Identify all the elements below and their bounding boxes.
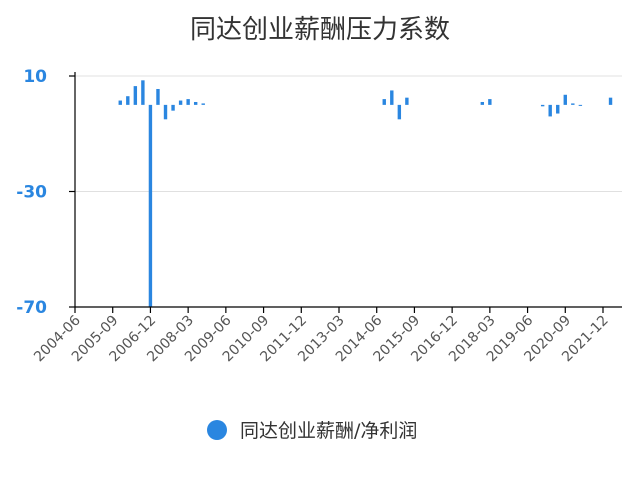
- bar-2005-12[interactable]: [118, 100, 122, 105]
- bar-2015-06[interactable]: [405, 97, 409, 105]
- bar-series: [118, 80, 613, 308]
- bar-2014-09[interactable]: [382, 99, 386, 105]
- bar-2007-06[interactable]: [163, 104, 168, 120]
- bar-2008-03[interactable]: [186, 99, 190, 105]
- legend[interactable]: 同达创业薪酬/净利润: [207, 420, 417, 442]
- bar-2020-03[interactable]: [548, 104, 552, 117]
- y-tick-label-0: 10: [23, 67, 47, 87]
- y-tick-label-2: -70: [16, 298, 47, 318]
- bar-2007-03[interactable]: [156, 88, 160, 105]
- bar-2007-09[interactable]: [171, 104, 175, 111]
- bar-2014-12[interactable]: [390, 90, 394, 105]
- x-tick-labels: 2004-062005-092006-122008-032009-062010-…: [31, 312, 612, 365]
- bar-2020-09[interactable]: [563, 94, 567, 105]
- bar-2019-12[interactable]: [540, 104, 545, 107]
- bar-2006-12[interactable]: [148, 104, 153, 308]
- bar-2020-12[interactable]: [571, 103, 575, 105]
- bar-2021-03[interactable]: [578, 104, 583, 106]
- bar-2008-06[interactable]: [193, 101, 198, 105]
- bar-2018-03[interactable]: [488, 99, 492, 105]
- bar-2017-12[interactable]: [480, 101, 485, 105]
- bar-2020-06[interactable]: [556, 104, 560, 114]
- axes: [69, 72, 622, 313]
- legend-label: 同达创业薪酬/净利润: [240, 420, 417, 442]
- bar-2006-03[interactable]: [126, 96, 130, 105]
- grid-lines: [75, 75, 622, 192]
- bar-2007-12[interactable]: [178, 100, 183, 105]
- bar-2015-03[interactable]: [397, 104, 402, 120]
- y-tick-labels: 10 -30 -70: [16, 67, 47, 318]
- bar-2006-06[interactable]: [133, 86, 138, 105]
- bar-2022-03[interactable]: [608, 97, 613, 105]
- legend-marker: [207, 420, 227, 440]
- y-tick-label-1: -30: [16, 183, 47, 203]
- chart-title: 同达创业薪酬压力系数: [190, 15, 450, 45]
- bar-2008-09[interactable]: [201, 103, 205, 105]
- bar-2006-09[interactable]: [141, 80, 145, 105]
